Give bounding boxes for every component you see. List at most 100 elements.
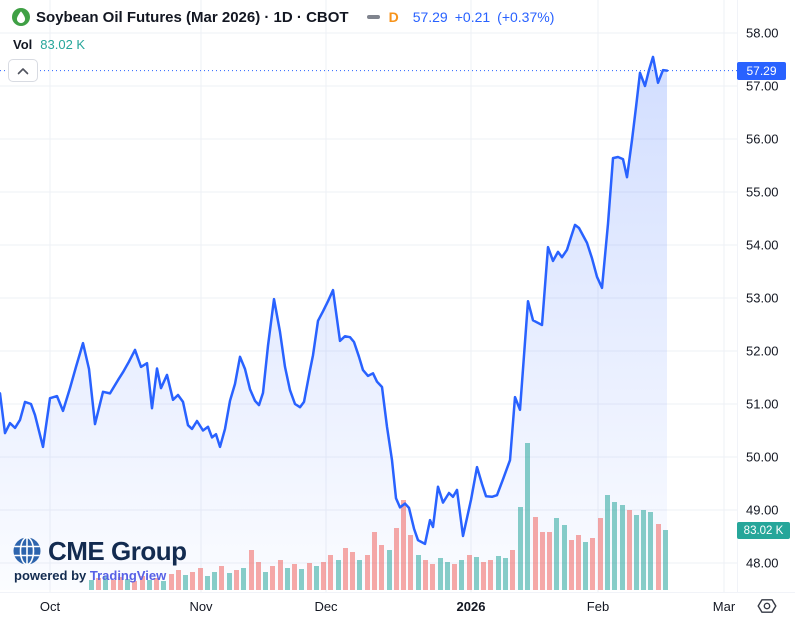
volume-bar bbox=[620, 505, 625, 590]
time-axis-label: Dec bbox=[314, 599, 338, 614]
volume-bar bbox=[285, 568, 290, 590]
volume-bar bbox=[96, 578, 101, 590]
volume-bar bbox=[547, 532, 552, 590]
volume-bar bbox=[445, 562, 450, 590]
volume-bar bbox=[198, 568, 203, 590]
soybean-oil-symbol-icon bbox=[12, 8, 30, 26]
collapse-legend-button[interactable] bbox=[8, 59, 38, 82]
volume-bar bbox=[343, 548, 348, 590]
price-change-percent: (+0.37%) bbox=[497, 9, 555, 25]
volume-bar bbox=[598, 518, 603, 590]
volume-bar bbox=[132, 581, 137, 590]
time-axis-label: Nov bbox=[189, 599, 213, 614]
last-price-badge-value: 57.29 bbox=[746, 63, 777, 78]
volume-label: Vol bbox=[13, 36, 33, 52]
volume-bar bbox=[241, 568, 246, 590]
volume-bar bbox=[394, 528, 399, 590]
chevron-up-icon bbox=[17, 67, 29, 74]
price-axis-label: 54.00 bbox=[746, 237, 779, 253]
volume-bar bbox=[641, 510, 646, 590]
volume-bar bbox=[525, 443, 530, 590]
volume-bar bbox=[307, 563, 312, 590]
volume-bar bbox=[438, 558, 443, 590]
volume-bar bbox=[89, 580, 94, 590]
volume-bar bbox=[111, 580, 116, 590]
volume-bar bbox=[234, 570, 239, 590]
volume-bar bbox=[605, 495, 610, 590]
tradingview-link[interactable]: TradingView bbox=[89, 568, 167, 583]
volume-bar bbox=[554, 518, 559, 590]
volume-bar bbox=[488, 560, 493, 590]
volume-bar bbox=[161, 581, 166, 590]
price-axis[interactable]: 58.00 57.00 56.00 55.00 54.00 53.00 52.00 51.00… bbox=[737, 0, 795, 592]
volume-bar bbox=[430, 564, 435, 590]
volume-bar bbox=[533, 517, 538, 590]
volume-bar bbox=[314, 566, 319, 590]
last-price: 57.29 bbox=[412, 9, 448, 25]
price-axis-label: 51.00 bbox=[746, 396, 779, 412]
price-axis-label: 58.00 bbox=[746, 25, 779, 41]
volume-bar bbox=[562, 525, 567, 590]
price-axis-label: 56.00 bbox=[746, 131, 779, 147]
volume-bar bbox=[256, 562, 261, 590]
series-marker-icon bbox=[366, 15, 380, 19]
last-volume-badge: 83.02 K bbox=[737, 522, 790, 539]
price-axis-label: 53.00 bbox=[746, 290, 779, 306]
volume-bar bbox=[576, 535, 581, 590]
volume-value: 83.02 K bbox=[40, 36, 86, 52]
volume-bar bbox=[656, 524, 661, 590]
volume-bar bbox=[569, 540, 574, 590]
volume-bar bbox=[634, 515, 639, 590]
volume-bar bbox=[219, 566, 224, 590]
volume-bar bbox=[452, 564, 457, 590]
volume-bar bbox=[612, 502, 617, 590]
time-axis[interactable]: Oct Nov Dec 2026 Feb Mar bbox=[0, 592, 795, 618]
volume-bar bbox=[205, 576, 210, 590]
volume-bar bbox=[125, 579, 130, 590]
last-price-badge: 57.29 bbox=[737, 61, 786, 80]
volume-bar bbox=[416, 555, 421, 590]
volume-bar bbox=[154, 578, 159, 590]
volume-bar bbox=[227, 573, 232, 590]
volume-bar bbox=[299, 569, 304, 590]
volume-bar bbox=[583, 542, 588, 590]
volume-bar bbox=[372, 532, 377, 590]
volume-bar bbox=[336, 560, 341, 590]
volume-bar bbox=[118, 577, 123, 590]
volume-bar bbox=[103, 576, 108, 590]
volume-bar bbox=[190, 572, 195, 590]
volume-bar bbox=[540, 532, 545, 590]
symbol-title[interactable]: Soybean Oil Futures (Mar 2026) · 1D · CB… bbox=[36, 8, 349, 26]
area-fill bbox=[0, 56, 667, 590]
volume-bar bbox=[278, 560, 283, 590]
volume-bar bbox=[510, 550, 515, 590]
volume-bar bbox=[263, 572, 268, 590]
volume-bar bbox=[627, 510, 632, 590]
volume-bar bbox=[357, 560, 362, 590]
volume-bar bbox=[328, 555, 333, 590]
volume-bar bbox=[212, 572, 217, 590]
volume-bar bbox=[401, 500, 406, 590]
settings-icon[interactable] bbox=[755, 597, 779, 615]
cme-globe-icon bbox=[13, 536, 41, 566]
volume-row: Vol 83.02 K bbox=[13, 36, 85, 52]
volume-bar bbox=[147, 580, 152, 590]
price-line bbox=[0, 55, 669, 546]
volume-bar bbox=[467, 555, 472, 590]
volume-bar bbox=[496, 556, 501, 590]
volume-bar bbox=[387, 550, 392, 590]
time-axis-label: Mar bbox=[712, 599, 736, 614]
volume-bar bbox=[648, 512, 653, 590]
time-axis-label: 2026 bbox=[456, 599, 486, 614]
powered-by-text: powered by bbox=[14, 568, 90, 583]
volume-bar bbox=[423, 560, 428, 590]
volume-bar bbox=[518, 507, 523, 590]
volume-bar bbox=[408, 535, 413, 590]
interval-label: D bbox=[388, 9, 399, 25]
cme-brand-text[interactable]: CME Group bbox=[48, 535, 187, 566]
volume-bar bbox=[474, 557, 479, 590]
price-axis-label: 49.00 bbox=[746, 502, 779, 518]
price-axis-label: 55.00 bbox=[746, 184, 779, 200]
